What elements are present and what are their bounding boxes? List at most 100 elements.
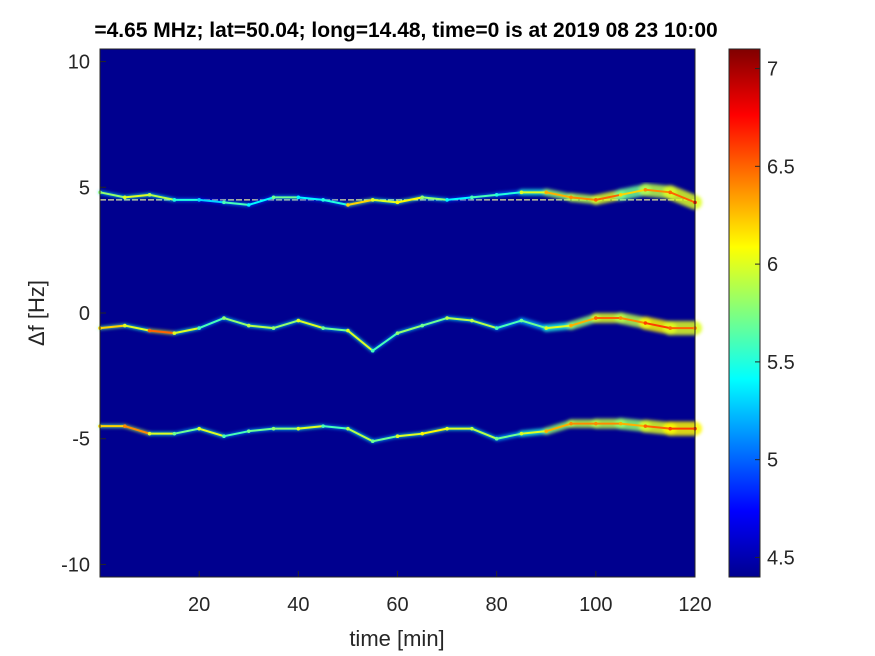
ridge-point — [147, 193, 152, 197]
ridge-segment — [272, 319, 300, 330]
ridge-segment — [470, 193, 498, 199]
ridge-point — [668, 190, 673, 195]
ridge-segment — [371, 332, 399, 352]
ridge-point — [470, 318, 474, 323]
colorbar-tick-label: 5.5 — [767, 352, 795, 374]
ridge-point — [395, 434, 400, 439]
x-tick-label: 120 — [678, 594, 711, 616]
ridge-segment — [371, 198, 399, 204]
x-axis-label: time [min] — [349, 626, 444, 651]
ridge-point — [445, 426, 449, 431]
ridge-point — [370, 439, 375, 444]
ridge-point — [296, 318, 301, 323]
ridge-point — [519, 190, 524, 195]
ridge-segment — [421, 196, 449, 201]
ridge-segment — [297, 319, 325, 330]
ridge-point — [445, 198, 449, 202]
ridge-segment — [446, 196, 473, 201]
ridge-segment — [371, 435, 399, 443]
ridge-segment — [123, 425, 151, 435]
ridge-point — [395, 331, 400, 335]
ridge-point — [296, 195, 301, 200]
ridge-point — [618, 316, 623, 320]
ridge-point — [643, 424, 648, 428]
ridge-2 — [98, 312, 703, 353]
x-tick-label: 60 — [386, 594, 408, 616]
ridge-segment — [99, 324, 126, 330]
ridge-point — [643, 321, 648, 325]
ridge-point — [594, 421, 598, 426]
ridge-segment — [594, 193, 622, 201]
ridge-segment — [619, 188, 647, 196]
ridge-segment — [644, 188, 672, 194]
colorbar-ticks: 7 6.5 6 5.5 5 4.5 — [755, 59, 795, 569]
heatmap-background — [100, 49, 695, 577]
colorbar-tick-label: 5 — [767, 450, 778, 472]
ridge-segment — [247, 427, 275, 433]
ridge-segment — [470, 427, 498, 440]
ridge-segment — [123, 193, 151, 199]
ridge-segment — [545, 191, 573, 199]
ridge-point — [147, 328, 152, 333]
ridge-segment — [545, 422, 573, 433]
ridge-segment — [322, 198, 349, 206]
ridge-point — [643, 188, 648, 192]
ridge-segment — [619, 422, 647, 428]
x-tick-label: 100 — [579, 594, 612, 616]
colorbar-tick-label: 4.5 — [767, 547, 795, 569]
ridge-point — [172, 198, 177, 202]
ridge-segment — [173, 327, 201, 335]
ridge-point — [494, 326, 499, 330]
ridge-segment — [644, 322, 672, 330]
ridge-point — [271, 195, 276, 200]
ridge-point — [519, 318, 524, 323]
ridge-segment — [346, 329, 374, 352]
ridge-segment — [198, 198, 225, 204]
ridge-segment — [222, 201, 250, 206]
ridge-point — [594, 198, 598, 202]
ridge-point — [271, 426, 276, 431]
ridge-segment — [570, 317, 597, 327]
ridge-segment — [644, 425, 672, 430]
ridge-point — [197, 426, 201, 431]
ridge-point — [544, 190, 549, 195]
ridge-1 — [98, 183, 703, 210]
ridge-point — [494, 436, 499, 441]
ridge-segment — [396, 324, 424, 335]
x-tick-label: 80 — [486, 594, 508, 616]
ridge-point — [122, 323, 127, 328]
y-tick-label: -5 — [72, 429, 90, 451]
chart-title: =4.65 MHz; lat=50.04; long=14.48, time=0… — [94, 19, 717, 42]
ridge-point — [420, 195, 425, 200]
ridge-point — [519, 431, 524, 436]
ridge-point — [494, 193, 499, 197]
ridge-point — [271, 326, 276, 330]
ridge-point — [346, 203, 350, 207]
ridge-point — [569, 195, 573, 200]
ridge-segment — [421, 427, 449, 435]
ridge-point — [222, 434, 226, 439]
colorbar-tick-label: 6.5 — [767, 156, 795, 178]
ridge-point — [197, 326, 201, 330]
ridge-point — [668, 426, 673, 431]
ridge-segment — [669, 191, 696, 204]
ridge-point — [321, 198, 325, 202]
ridge-point — [122, 424, 127, 428]
ridge-segment — [247, 196, 275, 206]
ridge-point — [668, 326, 673, 330]
ridge-point — [346, 328, 350, 333]
ridge-point — [321, 424, 325, 428]
ridge-segment — [495, 432, 523, 440]
ridge-segment — [148, 193, 176, 201]
colorbar-gradient — [728, 48, 761, 578]
ridge-3 — [98, 417, 703, 444]
ridge-segment — [570, 196, 597, 201]
ridge-segment — [99, 191, 126, 199]
ridge-point — [222, 200, 226, 205]
ridge-point — [172, 331, 177, 335]
ridge-point — [395, 200, 400, 205]
ridge-point — [618, 193, 623, 197]
ridge-segment — [520, 430, 548, 435]
y-tick-label: -10 — [61, 554, 90, 576]
